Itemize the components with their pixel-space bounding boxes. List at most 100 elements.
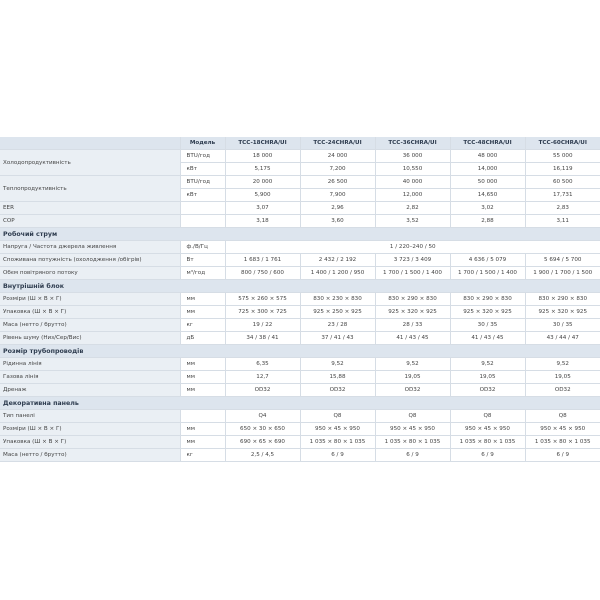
value: 575 × 260 × 575: [224, 292, 300, 306]
value: 19,05: [524, 370, 600, 384]
table-body: Модель TCC-18CHRA/UI TCC-24CHRA/UI TCC-36CH…: [0, 137, 600, 462]
spec-row: Рідинна лінія мм 6,35 9,52 9,52 9,52 9,52: [0, 357, 600, 371]
spec-row: Обєм повітряного потоку м³/год 800 / 750 /…: [0, 266, 600, 280]
section-title: Розмір трубопроводів: [0, 344, 600, 358]
value: 925 × 250 × 925: [299, 305, 375, 319]
value: 725 × 300 × 725: [224, 305, 300, 319]
spec-row: COP 3,18 3,60 3,52 2,88 3,11: [0, 214, 600, 228]
value: 830 × 290 × 830: [524, 292, 600, 306]
value: 3,11: [524, 214, 600, 228]
header-row: Модель TCC-18CHRA/UI TCC-24CHRA/UI TCC-36CH…: [0, 137, 600, 150]
spec-row: Холодопродуктивність BTU/год 18 000 24 000 3…: [0, 149, 600, 176]
value: 2 432 / 2 192: [299, 253, 375, 267]
spec-row: Теплопродуктивність BTU/год 20 000 26 500 40…: [0, 175, 600, 202]
unit: мм: [179, 383, 225, 397]
unit: мм: [179, 435, 225, 449]
row-label: Холодопродуктивність: [0, 149, 180, 176]
spec-row: Тип панелі Q4 Q8 Q8 Q8 Q8: [0, 409, 600, 423]
value: 20 000: [224, 175, 300, 189]
spec-row: Упаковка (Ш × В × Г) мм 690 × 65 × 690 1 03…: [0, 435, 600, 449]
value: 30 / 35: [449, 318, 525, 332]
row-label: EER: [0, 201, 180, 215]
value: 950 × 45 × 950: [524, 422, 600, 436]
unit: BTU/год: [179, 149, 225, 163]
value: 19,05: [374, 370, 450, 384]
spec-row: Газова лінія мм 12,7 15,88 19,05 19,05 19,05: [0, 370, 600, 384]
header-blank: [0, 137, 180, 150]
value: 9,52: [449, 357, 525, 371]
value: 1 400 / 1 200 / 950: [299, 266, 375, 280]
value: 9,52: [374, 357, 450, 371]
value: 37 / 41 / 43: [299, 331, 375, 345]
value: Q8: [449, 409, 525, 423]
unit-blank: [179, 409, 225, 423]
value: 3,02: [449, 201, 525, 215]
value: 1 900 / 1 700 / 1 500: [524, 266, 600, 280]
value: Q8: [524, 409, 600, 423]
row-label: Дренаж: [0, 383, 180, 397]
value: 1 035 × 80 × 1 035: [449, 435, 525, 449]
unit: дБ: [179, 331, 225, 345]
row-label: Упаковка (Ш × В × Г): [0, 435, 180, 449]
value: 34 / 38 / 41: [224, 331, 300, 345]
unit: мм: [179, 357, 225, 371]
value: OD32: [449, 383, 525, 397]
value: OD32: [524, 383, 600, 397]
value: 28 / 33: [374, 318, 450, 332]
value: 24 000: [299, 149, 375, 163]
spec-row: Напруга / Частота джерела живлення ф./В/Г…: [0, 240, 600, 254]
spec-row: EER 3,07 2,96 2,82 3,02 2,83: [0, 201, 600, 215]
unit: кВт: [179, 162, 225, 176]
value: 925 × 320 × 925: [524, 305, 600, 319]
spec-row: Маса (нетто / брутто) кг 19 / 22 23 / 28 28 …: [0, 318, 600, 332]
value: 2,88: [449, 214, 525, 228]
value: 50 000: [449, 175, 525, 189]
model-name: TCC-18CHRA/UI: [224, 137, 300, 150]
value: 3,52: [374, 214, 450, 228]
row-label: Рівень шуму (Низ/Сер/Вис): [0, 331, 180, 345]
unit: мм: [179, 292, 225, 306]
value: 830 × 290 × 830: [374, 292, 450, 306]
section-row: Декоративна панель: [0, 396, 600, 410]
spec-row: Рівень шуму (Низ/Сер/Вис) дБ 34 / 38 / 41 3…: [0, 331, 600, 345]
value: 17,731: [524, 188, 600, 202]
value: 14,000: [449, 162, 525, 176]
value: 830 × 230 × 830: [299, 292, 375, 306]
spec-row: Упаковка (Ш × В × Г) мм 725 × 300 × 725 925…: [0, 305, 600, 319]
spec-row: Споживана потужність (охолодження /обігр…: [0, 253, 600, 267]
row-label: Тип панелі: [0, 409, 180, 423]
value: 5,175: [224, 162, 300, 176]
value: 950 × 45 × 950: [374, 422, 450, 436]
value: 3 723 / 3 409: [374, 253, 450, 267]
value: 830 × 290 × 830: [449, 292, 525, 306]
value: 7,900: [299, 188, 375, 202]
value: 690 × 65 × 690: [224, 435, 300, 449]
value: 1 035 × 80 × 1 035: [524, 435, 600, 449]
spec-row: Розміри (Ш × В × Г) мм 650 × 30 × 650 950 ×…: [0, 422, 600, 436]
section-title: Робочий струм: [0, 227, 600, 241]
value: 7,200: [299, 162, 375, 176]
unit: мм: [179, 370, 225, 384]
value: 30 / 35: [524, 318, 600, 332]
value: 1 035 × 80 × 1 035: [374, 435, 450, 449]
unit: ф./В/Гц: [179, 240, 225, 254]
value: OD32: [374, 383, 450, 397]
value: 800 / 750 / 600: [224, 266, 300, 280]
value: 23 / 28: [299, 318, 375, 332]
value: 1 / 220–240 / 50: [224, 240, 600, 254]
unit: кВт: [179, 188, 225, 202]
value: Q4: [224, 409, 300, 423]
value: 650 × 30 × 650: [224, 422, 300, 436]
value: OD32: [299, 383, 375, 397]
value: 19,05: [449, 370, 525, 384]
spec-row: Розміри (Ш × В × Г) мм 575 × 260 × 575 830 …: [0, 292, 600, 306]
row-label: Споживана потужність (охолодження /обігр…: [0, 253, 180, 267]
value: 9,52: [299, 357, 375, 371]
value: 3,07: [224, 201, 300, 215]
row-label: Маса (нетто / брутто): [0, 448, 180, 462]
value: 14,650: [449, 188, 525, 202]
value: 18 000: [224, 149, 300, 163]
model-name: TCC-48CHRA/UI: [449, 137, 525, 150]
value: 6 / 9: [449, 448, 525, 462]
value: 12,000: [374, 188, 450, 202]
